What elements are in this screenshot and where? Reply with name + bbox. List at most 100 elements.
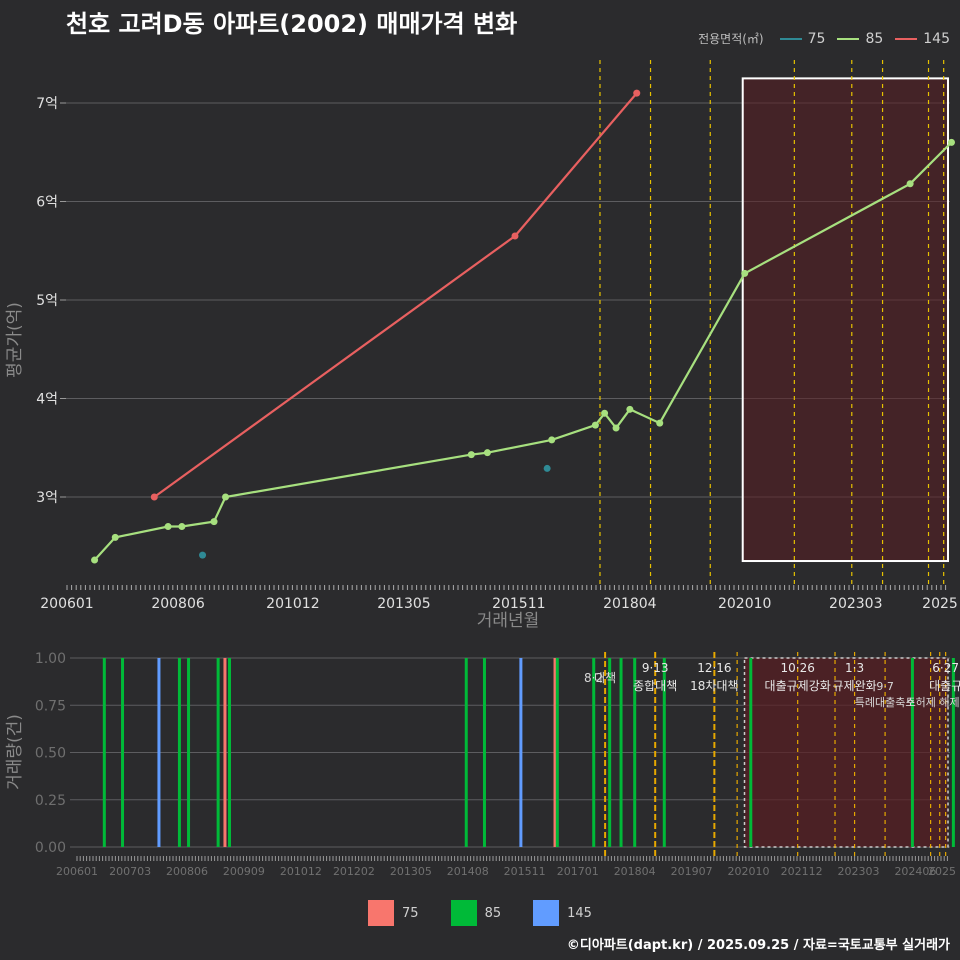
price-y-tick-label: 6억	[36, 195, 58, 211]
policy-label-name: 18차대책	[690, 678, 738, 693]
volume-y-tick-label: 0.50	[35, 746, 66, 762]
volume-bar-145	[157, 658, 161, 847]
price-chart: 3억 4억 5억 6억 7억 200601 200806 201012 201305 201511…	[5, 50, 958, 631]
price-y-tick-label: 5억	[36, 293, 58, 309]
price-y-tick-label: 7억	[36, 96, 58, 112]
price-point-85	[626, 405, 634, 413]
price-point-85	[548, 436, 556, 444]
volume-x-tick-label: 201701	[557, 865, 599, 878]
policy-label-date: 1·3	[845, 661, 864, 675]
volume-x-tick-label: 200703	[109, 865, 151, 878]
legend-label-145: 145	[923, 30, 950, 47]
price-x-tick-label: 201511	[492, 596, 545, 612]
volume-y-tick-label: 0.75	[35, 698, 66, 714]
price-point-145	[511, 232, 519, 240]
policy-label-name: 토허제 해제	[906, 695, 960, 709]
volume-y-tick-label: 1.00	[35, 651, 66, 667]
price-point-85	[656, 419, 664, 427]
legend-label-75: 75	[807, 30, 826, 47]
policy-label-date: 9·13	[642, 661, 669, 675]
volume-bar-85	[121, 658, 125, 847]
volume-bar-85	[608, 658, 612, 847]
price-point-85	[111, 533, 119, 541]
legend-item-85: 85	[837, 31, 883, 47]
policy-label-name: 대책	[594, 670, 616, 685]
volume-x-tick-label: 202010	[728, 865, 770, 878]
price-point-145	[150, 493, 158, 501]
policy-label-name: 대출규	[929, 679, 960, 693]
legend-swatch-75	[779, 37, 802, 40]
bottom-legend-label-145: 145	[567, 905, 592, 921]
price-point-85	[222, 493, 230, 501]
chart-title: 천호 고려D동 아파트(2002) 매매가격 변화	[66, 10, 518, 38]
volume-x-tick-label: 202112	[781, 865, 823, 878]
price-point-85	[467, 451, 475, 459]
legend-title: 전용면적(㎡)	[698, 32, 764, 46]
volume-x-tick-label: 201804	[614, 865, 656, 878]
legend-item-145: 145	[895, 31, 950, 47]
price-point-145	[633, 89, 641, 97]
bottom-legend: 75 85 145	[0, 900, 960, 926]
price-x-tick-label: 2025	[922, 596, 958, 612]
volume-bar-85	[187, 658, 191, 847]
policy-label-date: 6·27	[932, 661, 959, 675]
price-point-85	[741, 269, 749, 277]
volume-bar-85	[749, 658, 753, 847]
legend-swatch-145	[895, 37, 918, 40]
volume-x-tick-label: 2025	[928, 865, 956, 878]
legend-label-85: 85	[865, 30, 884, 47]
bottom-legend-label-85: 85	[484, 905, 502, 921]
bottom-legend-swatch-145	[533, 900, 560, 926]
volume-bar-85	[216, 658, 220, 847]
volume-y-tick-label: 0.25	[35, 793, 66, 809]
volume-bar-75	[553, 658, 557, 847]
price-point-85	[906, 180, 914, 188]
policy-label-name: 규제완화	[833, 679, 877, 693]
volume-y-axis-title: 거래량(건)	[5, 714, 25, 790]
volume-x-tick-label: 200806	[166, 865, 208, 878]
volume-bar-85	[619, 658, 623, 847]
price-point-85	[601, 409, 609, 417]
legend-swatch-85	[837, 37, 860, 40]
footer-credit: ©디아파트(dapt.kr) / 2025.09.25 / 자료=국토교통부 실…	[566, 938, 950, 953]
price-point-85	[483, 449, 491, 457]
volume-x-tick-label: 202406	[894, 865, 936, 878]
volume-x-tick-label: 201012	[280, 865, 322, 878]
volume-highlight-box	[743, 657, 949, 848]
volume-bar-85	[633, 658, 637, 847]
bottom-legend-item-145: 145	[533, 900, 592, 926]
policy-label-date: 8·2	[584, 671, 603, 685]
policy-label-name: 종합대책	[633, 678, 677, 693]
top-legend: 전용면적(㎡) 75 85 145	[698, 30, 950, 47]
price-y-tick-label: 4억	[36, 392, 58, 408]
policy-label-name: 특례대출축소	[855, 696, 916, 709]
volume-bar-85	[482, 658, 486, 847]
policy-label-date: 12·16	[697, 661, 731, 675]
price-point-85	[612, 424, 620, 432]
price-x-tick-label: 200601	[40, 596, 93, 612]
policy-label-date: 9·7	[876, 680, 894, 693]
price-x-axis-title: 거래년월	[477, 611, 540, 631]
price-highlight-box	[741, 77, 950, 563]
volume-bar-85	[177, 658, 181, 847]
price-x-tick-label: 201012	[266, 596, 319, 612]
volume-x-tick-label: 201408	[447, 865, 489, 878]
price-point-85	[947, 138, 955, 146]
price-x-tick-label: 202010	[718, 596, 771, 612]
volume-bar-85	[592, 658, 596, 847]
price-point-85	[178, 523, 186, 531]
volume-chart: 0.00 0.25 0.50 0.75 1.00 8·2대책 9·13 종합대책 12·16 18…	[5, 650, 960, 878]
volume-x-tick-label: 201907	[671, 865, 713, 878]
volume-bar-85	[464, 658, 468, 847]
volume-bar-85	[228, 658, 232, 847]
bottom-legend-item-75: 75	[368, 900, 419, 926]
bottom-legend-label-75: 75	[402, 905, 419, 921]
volume-bar-75	[223, 658, 227, 847]
volume-x-tick-label: 201305	[390, 865, 432, 878]
policy-label-name: 대출규제강화	[765, 679, 831, 693]
volume-x-tick-label: 201511	[504, 865, 546, 878]
volume-bar-85	[662, 658, 666, 847]
volume-bar-85	[555, 658, 559, 847]
volume-x-tick-label: 202303	[838, 865, 880, 878]
